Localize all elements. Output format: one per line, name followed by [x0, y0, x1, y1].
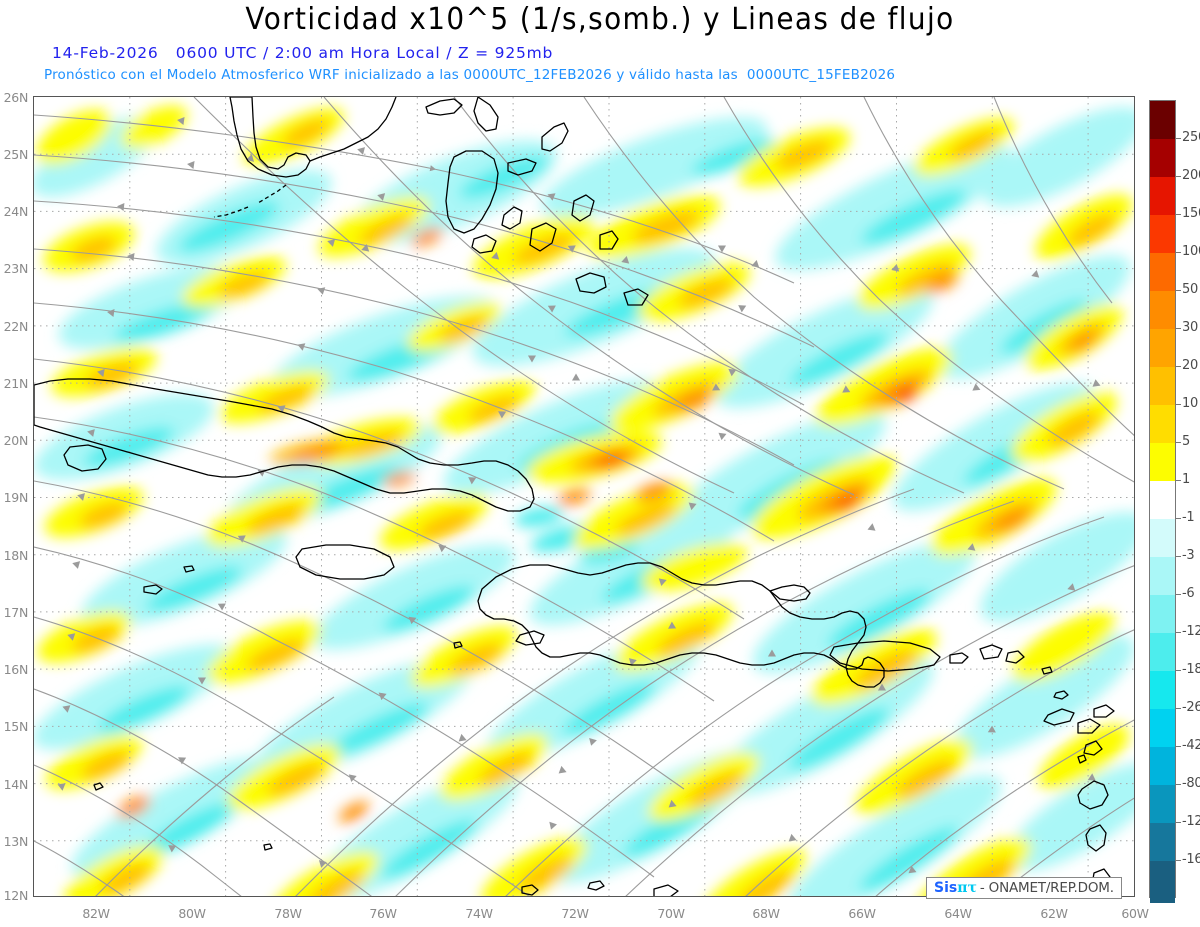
streamline-arrows [57, 117, 1101, 874]
ytick-25n: 25N [3, 147, 29, 162]
map-gridlines [34, 97, 1134, 896]
colorbar-label-neg18: -18 [1182, 662, 1200, 677]
colorbar-band-5-10 [1150, 405, 1175, 443]
ytick-12n: 12N [3, 888, 29, 903]
colorbar-band-neg120-neg80 [1150, 785, 1175, 823]
logo-org-text: - ONAMET/REP.DOM. [979, 880, 1114, 896]
colorbar [1149, 100, 1176, 903]
colorbar-label-1: 1 [1182, 472, 1190, 487]
colorbar-label-100: 100 [1182, 244, 1200, 259]
xtick-66w: 66W [848, 906, 876, 921]
colorbar-label-neg80: -80 [1182, 776, 1200, 791]
ytick-16n: 16N [3, 662, 29, 677]
colorbar-band-neg80-neg42 [1150, 747, 1175, 785]
chart-subtitle-model-info: Pronóstico con el Modelo Atmosferico WRF… [44, 67, 896, 83]
colorbar-label-30: 30 [1182, 320, 1198, 335]
colorbar-label-250: 250 [1182, 130, 1200, 145]
xtick-70w: 70W [657, 906, 685, 921]
colorbar-label-5: 5 [1182, 434, 1190, 449]
colorbar-band-neg12-neg6 [1150, 595, 1175, 633]
ytick-18n: 18N [3, 548, 29, 563]
colorbar-band-20-30 [1150, 329, 1175, 367]
coastlines [34, 97, 1115, 896]
colorbar-band-10-20 [1150, 367, 1175, 405]
xtick-68w: 68W [752, 906, 780, 921]
colorbar-band-neg160-neg120 [1150, 823, 1175, 861]
ytick-26n: 26N [3, 90, 29, 105]
colorbar-label-20: 20 [1182, 358, 1198, 373]
ytick-14n: 14N [3, 777, 29, 792]
ytick-22n: 22N [3, 319, 29, 334]
colorbar-band-150-200 [1150, 177, 1175, 215]
colorbar-band-neg6-neg3 [1150, 557, 1175, 595]
colorbar-band-neg26-neg18 [1150, 671, 1175, 709]
ytick-24n: 24N [3, 204, 29, 219]
colorbar-label-200: 200 [1182, 168, 1200, 183]
colorbar-label-50: 50 [1182, 282, 1198, 297]
colorbar-band-neg42-neg26 [1150, 709, 1175, 747]
xtick-64w: 64W [944, 906, 972, 921]
colorbar-band-neg3-neg1 [1150, 519, 1175, 557]
colorbar-band-100-150 [1150, 215, 1175, 253]
xtick-60w: 60W [1121, 906, 1149, 921]
colorbar-label-neg120: -120 [1182, 814, 1200, 829]
xtick-72w: 72W [561, 906, 589, 921]
ytick-20n: 20N [3, 433, 29, 448]
chart-title: Vorticidad x10^5 (1/s,somb.) y Lineas de… [245, 2, 955, 37]
colorbar-band-50-100 [1150, 253, 1175, 291]
ytick-19n: 19N [3, 490, 29, 505]
colorbar-label-neg160: -160 [1182, 852, 1200, 867]
chart-subtitle-valid-time: 14-Feb-2026 0600 UTC / 2:00 am Hora Loca… [52, 44, 554, 62]
colorbar-label-neg42: -42 [1182, 738, 1200, 753]
colorbar-band-below-neg160 [1150, 861, 1175, 903]
ytick-17n: 17N [3, 605, 29, 620]
colorbar-band-250plus [1150, 101, 1175, 139]
logo-pi-glyph: πτ [957, 880, 977, 896]
logo-sis-text: Sis [934, 880, 958, 896]
ytick-13n: 13N [3, 834, 29, 849]
xtick-74w: 74W [465, 906, 493, 921]
vorticity-shading [34, 105, 1134, 896]
colorbar-band-200-250 [1150, 139, 1175, 177]
colorbar-label-neg1: -1 [1182, 510, 1195, 525]
colorbar-band-1-5 [1150, 443, 1175, 481]
colorbar-label-neg26: -26 [1182, 700, 1200, 715]
colorbar-label-neg12: -12 [1182, 624, 1200, 639]
colorbar-band-30-50 [1150, 291, 1175, 329]
ytick-21n: 21N [3, 376, 29, 391]
ytick-23n: 23N [3, 261, 29, 276]
xtick-76w: 76W [369, 906, 397, 921]
colorbar-label-150: 150 [1182, 206, 1200, 221]
map-plot-area [33, 96, 1135, 897]
colorbar-label-neg6: -6 [1182, 586, 1195, 601]
colorbar-label-10: 10 [1182, 396, 1198, 411]
colorbar-band-neg1-1 [1150, 481, 1175, 519]
ytick-15n: 15N [3, 719, 29, 734]
streamlines [34, 97, 1134, 896]
xtick-82w: 82W [82, 906, 110, 921]
xtick-78w: 78W [274, 906, 302, 921]
xtick-62w: 62W [1040, 906, 1068, 921]
vorticity-map [34, 97, 1134, 896]
xtick-80w: 80W [178, 906, 206, 921]
onamet-logo: Sis πτ - ONAMET/REP.DOM. [926, 877, 1122, 899]
colorbar-label-neg3: -3 [1182, 548, 1195, 563]
colorbar-band-neg18-neg12 [1150, 633, 1175, 671]
